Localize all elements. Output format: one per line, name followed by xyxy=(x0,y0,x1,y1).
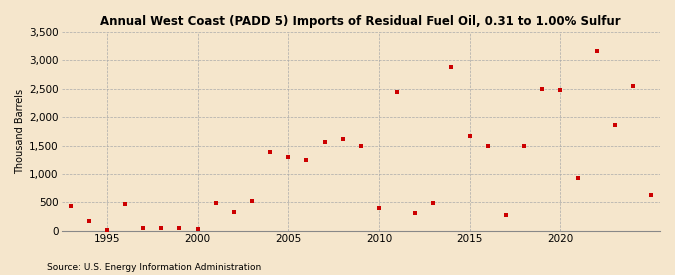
Point xyxy=(119,202,130,206)
Point xyxy=(101,228,112,232)
Point xyxy=(192,227,203,231)
Point xyxy=(500,213,511,217)
Point xyxy=(265,150,275,155)
Point xyxy=(518,143,529,148)
Y-axis label: Thousand Barrels: Thousand Barrels xyxy=(15,89,25,174)
Text: Source: U.S. Energy Information Administration: Source: U.S. Energy Information Administ… xyxy=(47,263,261,272)
Point xyxy=(301,158,312,162)
Point xyxy=(610,122,620,127)
Point xyxy=(464,134,475,138)
Point xyxy=(138,226,148,231)
Point xyxy=(211,201,221,205)
Point xyxy=(410,211,421,215)
Point xyxy=(283,155,294,160)
Point xyxy=(156,226,167,230)
Point xyxy=(645,193,656,197)
Point xyxy=(573,176,584,180)
Point xyxy=(627,84,638,88)
Point xyxy=(483,144,493,148)
Point xyxy=(537,87,547,91)
Point xyxy=(446,65,457,69)
Point xyxy=(373,206,384,210)
Point xyxy=(246,199,257,203)
Point xyxy=(84,219,95,223)
Point xyxy=(428,201,439,205)
Point xyxy=(392,89,402,94)
Point xyxy=(228,210,239,214)
Point xyxy=(555,88,566,93)
Point xyxy=(319,140,330,144)
Point xyxy=(355,144,366,148)
Point xyxy=(65,204,76,208)
Point xyxy=(174,226,185,230)
Title: Annual West Coast (PADD 5) Imports of Residual Fuel Oil, 0.31 to 1.00% Sulfur: Annual West Coast (PADD 5) Imports of Re… xyxy=(101,15,621,28)
Point xyxy=(338,137,348,141)
Point xyxy=(591,49,602,53)
